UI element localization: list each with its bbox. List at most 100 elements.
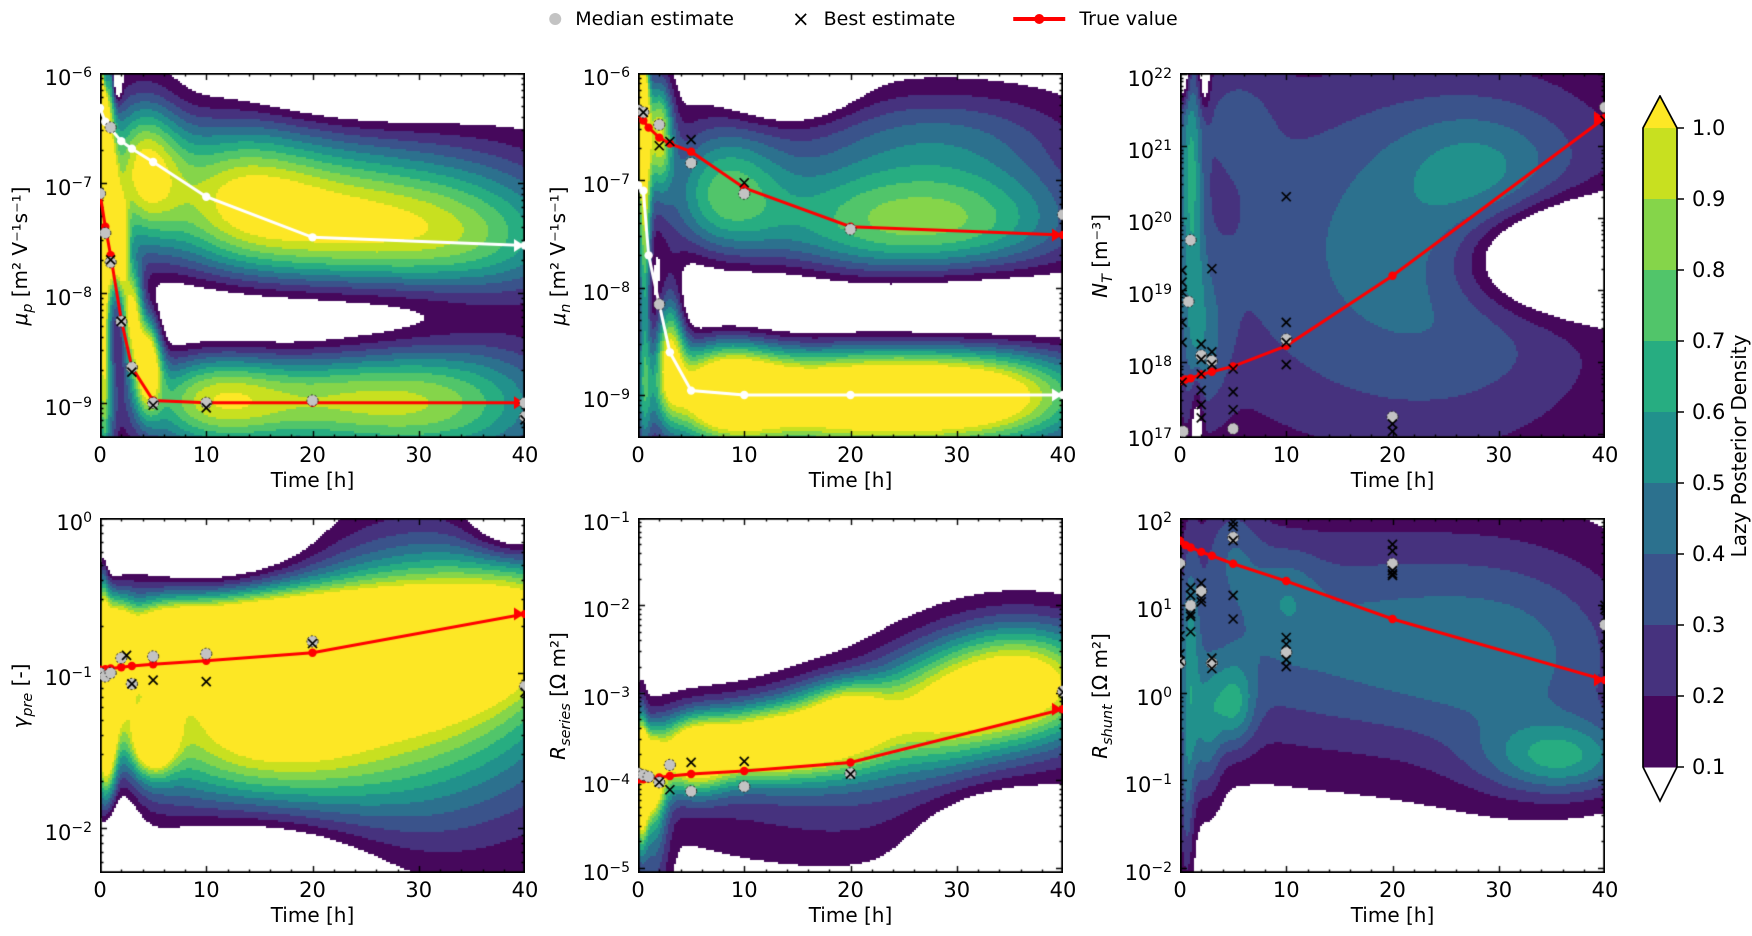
x-tick-label: 40: [1591, 878, 1619, 902]
colorbar-segment: [1643, 625, 1677, 697]
y-tick-label: 10−7: [582, 172, 630, 198]
colorbar-tick-label: 0.6: [1692, 400, 1726, 424]
contour-plot-gamma_pre: [100, 518, 525, 873]
x-axis-label-gamma_pre: Time [h]: [270, 903, 355, 927]
x-tick-label: 40: [1049, 443, 1077, 467]
legend-label-median: Median estimate: [575, 8, 734, 30]
colorbar-segment: [1643, 128, 1677, 200]
y-tick-label: 10−5: [582, 859, 630, 885]
x-tick-label: 0: [1173, 878, 1187, 902]
colorbar-segment: [1643, 554, 1677, 626]
colorbar-segment: [1643, 696, 1677, 768]
legend-item-median: Median estimate: [549, 8, 734, 30]
y-tick-label: 10−9: [44, 394, 92, 420]
y-tick-label: 100: [1136, 684, 1172, 710]
colorbar-tick-label: 0.7: [1692, 329, 1726, 353]
contour-plot-mu_n: [638, 73, 1063, 438]
x-axis-label-mu_n: Time [h]: [808, 468, 893, 492]
x-tick-label: 10: [192, 878, 220, 902]
legend-item-true: True value: [1013, 8, 1178, 30]
x-tick-label: 10: [730, 878, 758, 902]
x-tick-label: 30: [1485, 878, 1513, 902]
x-tick-label: 10: [1272, 878, 1300, 902]
contour-plot-mu_p: [100, 73, 525, 438]
y-tick-label: 101: [1136, 597, 1172, 623]
plot-legend: Median estimate × Best estimate True val…: [549, 8, 1178, 30]
y-tick-label: 100: [56, 510, 92, 535]
y-tick-label: 10−2: [44, 820, 92, 846]
x-tick-label: 20: [837, 878, 864, 902]
x-tick-label: 40: [1591, 443, 1619, 467]
y-tick-label: 10−9: [582, 387, 630, 413]
colorbar-tick-label: 0.9: [1692, 187, 1726, 211]
x-tick-label: 0: [631, 878, 645, 902]
colorbar-tick-label: 0.4: [1692, 542, 1726, 566]
y-tick-label: 1018: [1127, 354, 1172, 380]
x-tick-label: 10: [192, 443, 220, 467]
colorbar-tick-label: 0.3: [1692, 613, 1726, 637]
x-axis-label-N_T: Time [h]: [1350, 468, 1435, 492]
y-tick-label: 1022: [1127, 66, 1172, 92]
y-tick-label: 1019: [1127, 282, 1172, 308]
contour-plot-R_series: [638, 518, 1063, 873]
y-axis-label-N_T: NT [m⁻³]: [1088, 213, 1116, 298]
x-tick-label: 20: [837, 443, 864, 467]
x-tick-label: 20: [1379, 878, 1406, 902]
x-axis-label-mu_p: Time [h]: [270, 468, 355, 492]
colorbar-segment: [1643, 199, 1677, 271]
y-tick-label: 1017: [1127, 426, 1172, 452]
colorbar-tick-label: 0.5: [1692, 471, 1726, 495]
true-value-dot-icon: [1034, 14, 1045, 24]
legend-label-true: True value: [1079, 8, 1178, 30]
y-axis-label-R_shunt: Rshunt [Ω m²]: [1088, 632, 1116, 759]
y-tick-label: 10−1: [44, 665, 92, 691]
x-tick-label: 30: [943, 443, 971, 467]
x-tick-label: 30: [405, 443, 433, 467]
x-tick-label: 30: [943, 878, 971, 902]
colorbar-tick-label: 0.2: [1692, 684, 1726, 708]
y-axis-label-mu_p: μp [m² V⁻¹s⁻¹]: [8, 186, 36, 325]
x-tick-label: 10: [1272, 443, 1300, 467]
x-tick-label: 40: [1049, 878, 1077, 902]
colorbar-tick-label: 0.8: [1692, 258, 1726, 282]
y-tick-label: 10−1: [1124, 772, 1172, 798]
y-tick-label: 102: [1136, 510, 1172, 535]
colorbar-segment: [1643, 412, 1677, 484]
legend-item-best: × Best estimate: [792, 8, 955, 30]
true-value-line-icon: [1013, 14, 1066, 24]
colorbar-tick-label: 0.1: [1692, 755, 1726, 779]
y-tick-label: 1021: [1127, 138, 1172, 164]
median-dot-icon: [549, 13, 562, 25]
legend-label-best: Best estimate: [823, 8, 956, 30]
y-axis-label-R_series: Rseries [Ω m²]: [546, 631, 574, 760]
colorbar-tick-label: 1.0: [1692, 116, 1726, 140]
x-tick-label: 10: [730, 443, 758, 467]
x-tick-label: 40: [511, 443, 539, 467]
y-tick-label: 10−7: [44, 174, 92, 200]
y-tick-label: 1020: [1127, 210, 1172, 236]
x-axis-label-R_shunt: Time [h]: [1350, 903, 1435, 927]
colorbar-segment: [1643, 270, 1677, 342]
best-x-icon: ×: [791, 7, 810, 31]
y-tick-label: 10−6: [44, 65, 92, 90]
x-tick-label: 30: [405, 878, 433, 902]
y-tick-label: 10−4: [582, 772, 630, 798]
x-tick-label: 30: [1485, 443, 1513, 467]
x-tick-label: 0: [1173, 443, 1187, 467]
contour-plot-R_shunt: [1180, 518, 1605, 873]
y-tick-label: 10−2: [582, 597, 630, 623]
x-tick-label: 0: [93, 878, 107, 902]
colorbar-segment: [1643, 341, 1677, 413]
x-axis-label-R_series: Time [h]: [808, 903, 893, 927]
x-tick-label: 20: [299, 443, 326, 467]
x-tick-label: 0: [93, 443, 107, 467]
y-tick-label: 10−3: [582, 684, 630, 710]
y-tick-label: 10−8: [44, 284, 92, 310]
x-tick-label: 20: [299, 878, 326, 902]
x-tick-label: 20: [1379, 443, 1406, 467]
colorbar-segment: [1643, 483, 1677, 555]
colorbar-title: Lazy Posterior Density: [1727, 334, 1751, 558]
y-axis-label-gamma_pre: γpre [-]: [8, 663, 36, 728]
x-tick-label: 40: [511, 878, 539, 902]
